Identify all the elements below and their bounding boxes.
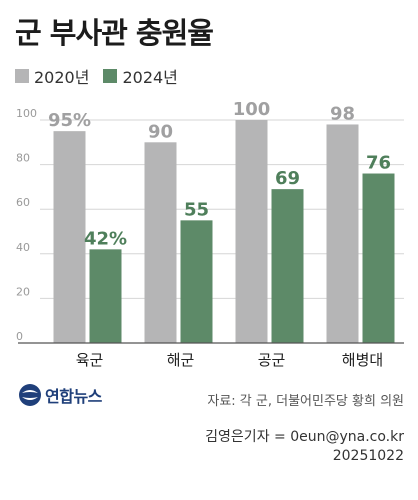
source-text: 자료: 각 군, 더불어민주당 황희 의원 [207,394,404,409]
data-label: 42% [84,228,127,249]
y-tick-label: 80 [16,152,30,165]
yonhap-logo: 연합뉴스 [17,382,102,408]
data-label: 100 [233,99,271,120]
data-label: 90 [148,121,173,142]
reporter-credit: 김영은기자 = 0eun@yna.co.kr [205,429,404,445]
bar [89,249,122,343]
bar [180,220,213,343]
bar [362,173,395,343]
legend-label-2020: 2020년 [34,68,90,87]
publish-date: 20251022 [332,448,404,464]
bar [326,124,359,344]
chart-title: 군 부사관 충원율 [15,16,214,50]
y-tick-label: 60 [16,196,30,209]
bar [271,189,304,343]
bar [53,131,86,343]
bar [235,120,268,343]
x-category-label: 해병대 [342,351,383,369]
y-tick-label: 100 [16,107,37,120]
x-category-label: 공군 [258,351,286,369]
legend: 2020년 2024년 [15,64,192,88]
yonhap-logo-text: 연합뉴스 [45,387,102,406]
bar [144,142,177,343]
data-label: 76 [366,153,391,174]
y-tick-label: 20 [16,285,30,298]
y-tick-label: 0 [16,330,23,343]
y-tick-label: 40 [16,241,30,254]
x-category-label: 해군 [167,351,195,369]
legend-item-2020: 2020년 [15,64,89,88]
data-label: 98 [330,103,355,124]
legend-swatch-2020 [15,69,29,83]
credit: 김영은기자 = 0eun@yna.co.kr 20251022 [205,428,404,466]
data-label: 55 [184,199,209,220]
x-category-label: 육군 [76,351,104,369]
bar-chart: 0 20 40 60 80 100 95% 42% 육군 90 55 해군 100 69 공군 98 76 해병대 [16,99,404,369]
legend-label-2024: 2024년 [122,68,178,87]
data-label: 69 [275,168,300,189]
yonhap-logo-icon [19,384,41,406]
data-label: 95% [48,110,91,131]
legend-item-2024: 2024년 [103,64,178,88]
legend-swatch-2024 [103,69,118,83]
